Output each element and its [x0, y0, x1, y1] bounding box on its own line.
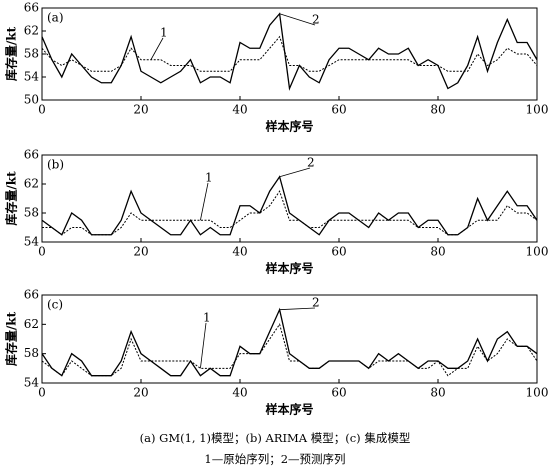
y-tick-label: 62 [24, 317, 39, 331]
y-axis-label: 库存量/kt [4, 26, 19, 81]
x-tick-label: 80 [430, 245, 445, 259]
x-tick-label: 0 [38, 386, 46, 400]
caption: 1—原始序列；2—预测序列 [204, 452, 345, 466]
leader-line [279, 167, 311, 178]
x-axis-label: 样本序号 [265, 402, 313, 417]
series-line [42, 190, 538, 236]
series-label: 2 [312, 13, 320, 27]
y-axis-label: 库存量/kt [4, 171, 19, 226]
series-line [41, 35, 538, 72]
panel-title: (a) [47, 11, 64, 25]
series-line [41, 12, 538, 91]
y-tick-label: 66 [24, 148, 39, 162]
y-tick-label: 58 [24, 346, 39, 360]
series-label: 1 [160, 26, 168, 40]
y-tick-label: 54 [24, 70, 40, 84]
panel-title: (c) [47, 298, 63, 312]
y-tick-label: 54 [24, 376, 40, 390]
panel-title: (b) [47, 158, 64, 172]
x-axis-label: 样本序号 [265, 261, 313, 276]
series-line [41, 307, 538, 377]
series-label: 2 [307, 156, 315, 170]
series-line [41, 323, 538, 377]
leader-line [279, 307, 316, 311]
y-tick-label: 50 [24, 93, 39, 107]
x-tick-label: 100 [526, 245, 549, 259]
x-tick-label: 40 [232, 103, 247, 117]
x-tick-label: 100 [526, 386, 549, 400]
y-tick-label: 58 [24, 47, 39, 61]
series-label: 2 [312, 296, 320, 310]
x-tick-label: 80 [430, 103, 445, 117]
y-tick-label: 62 [24, 24, 39, 38]
y-axis-label: 库存量/kt [4, 311, 19, 366]
y-tick-label: 62 [24, 177, 39, 191]
leader-line [279, 13, 316, 26]
leader-line [200, 182, 209, 221]
x-tick-label: 20 [133, 386, 148, 400]
x-tick-label: 80 [430, 386, 445, 400]
x-tick-label: 0 [38, 245, 46, 259]
y-tick-label: 54 [24, 235, 40, 249]
series-line [41, 175, 538, 236]
x-tick-label: 60 [331, 245, 346, 259]
leader-line [150, 37, 164, 60]
y-tick-label: 66 [24, 1, 39, 15]
leader-line [200, 322, 207, 369]
x-tick-label: 60 [331, 386, 346, 400]
caption: (a) GM(1, 1)模型；(b) ARIMA 模型；(c) 集成模型 [140, 431, 411, 445]
x-tick-label: 40 [232, 245, 247, 259]
y-tick-label: 66 [24, 288, 39, 302]
x-tick-label: 100 [526, 103, 549, 117]
y-tick-label: 58 [24, 206, 39, 220]
plot-frame [41, 294, 538, 384]
x-tick-label: 0 [38, 103, 46, 117]
x-axis-label: 样本序号 [265, 119, 313, 134]
plot-frame [41, 154, 538, 243]
x-tick-label: 40 [232, 386, 247, 400]
series-label: 1 [205, 171, 213, 185]
x-tick-label: 60 [331, 103, 346, 117]
x-tick-label: 20 [133, 245, 148, 259]
x-tick-label: 20 [133, 103, 148, 117]
series-label: 1 [203, 311, 211, 325]
